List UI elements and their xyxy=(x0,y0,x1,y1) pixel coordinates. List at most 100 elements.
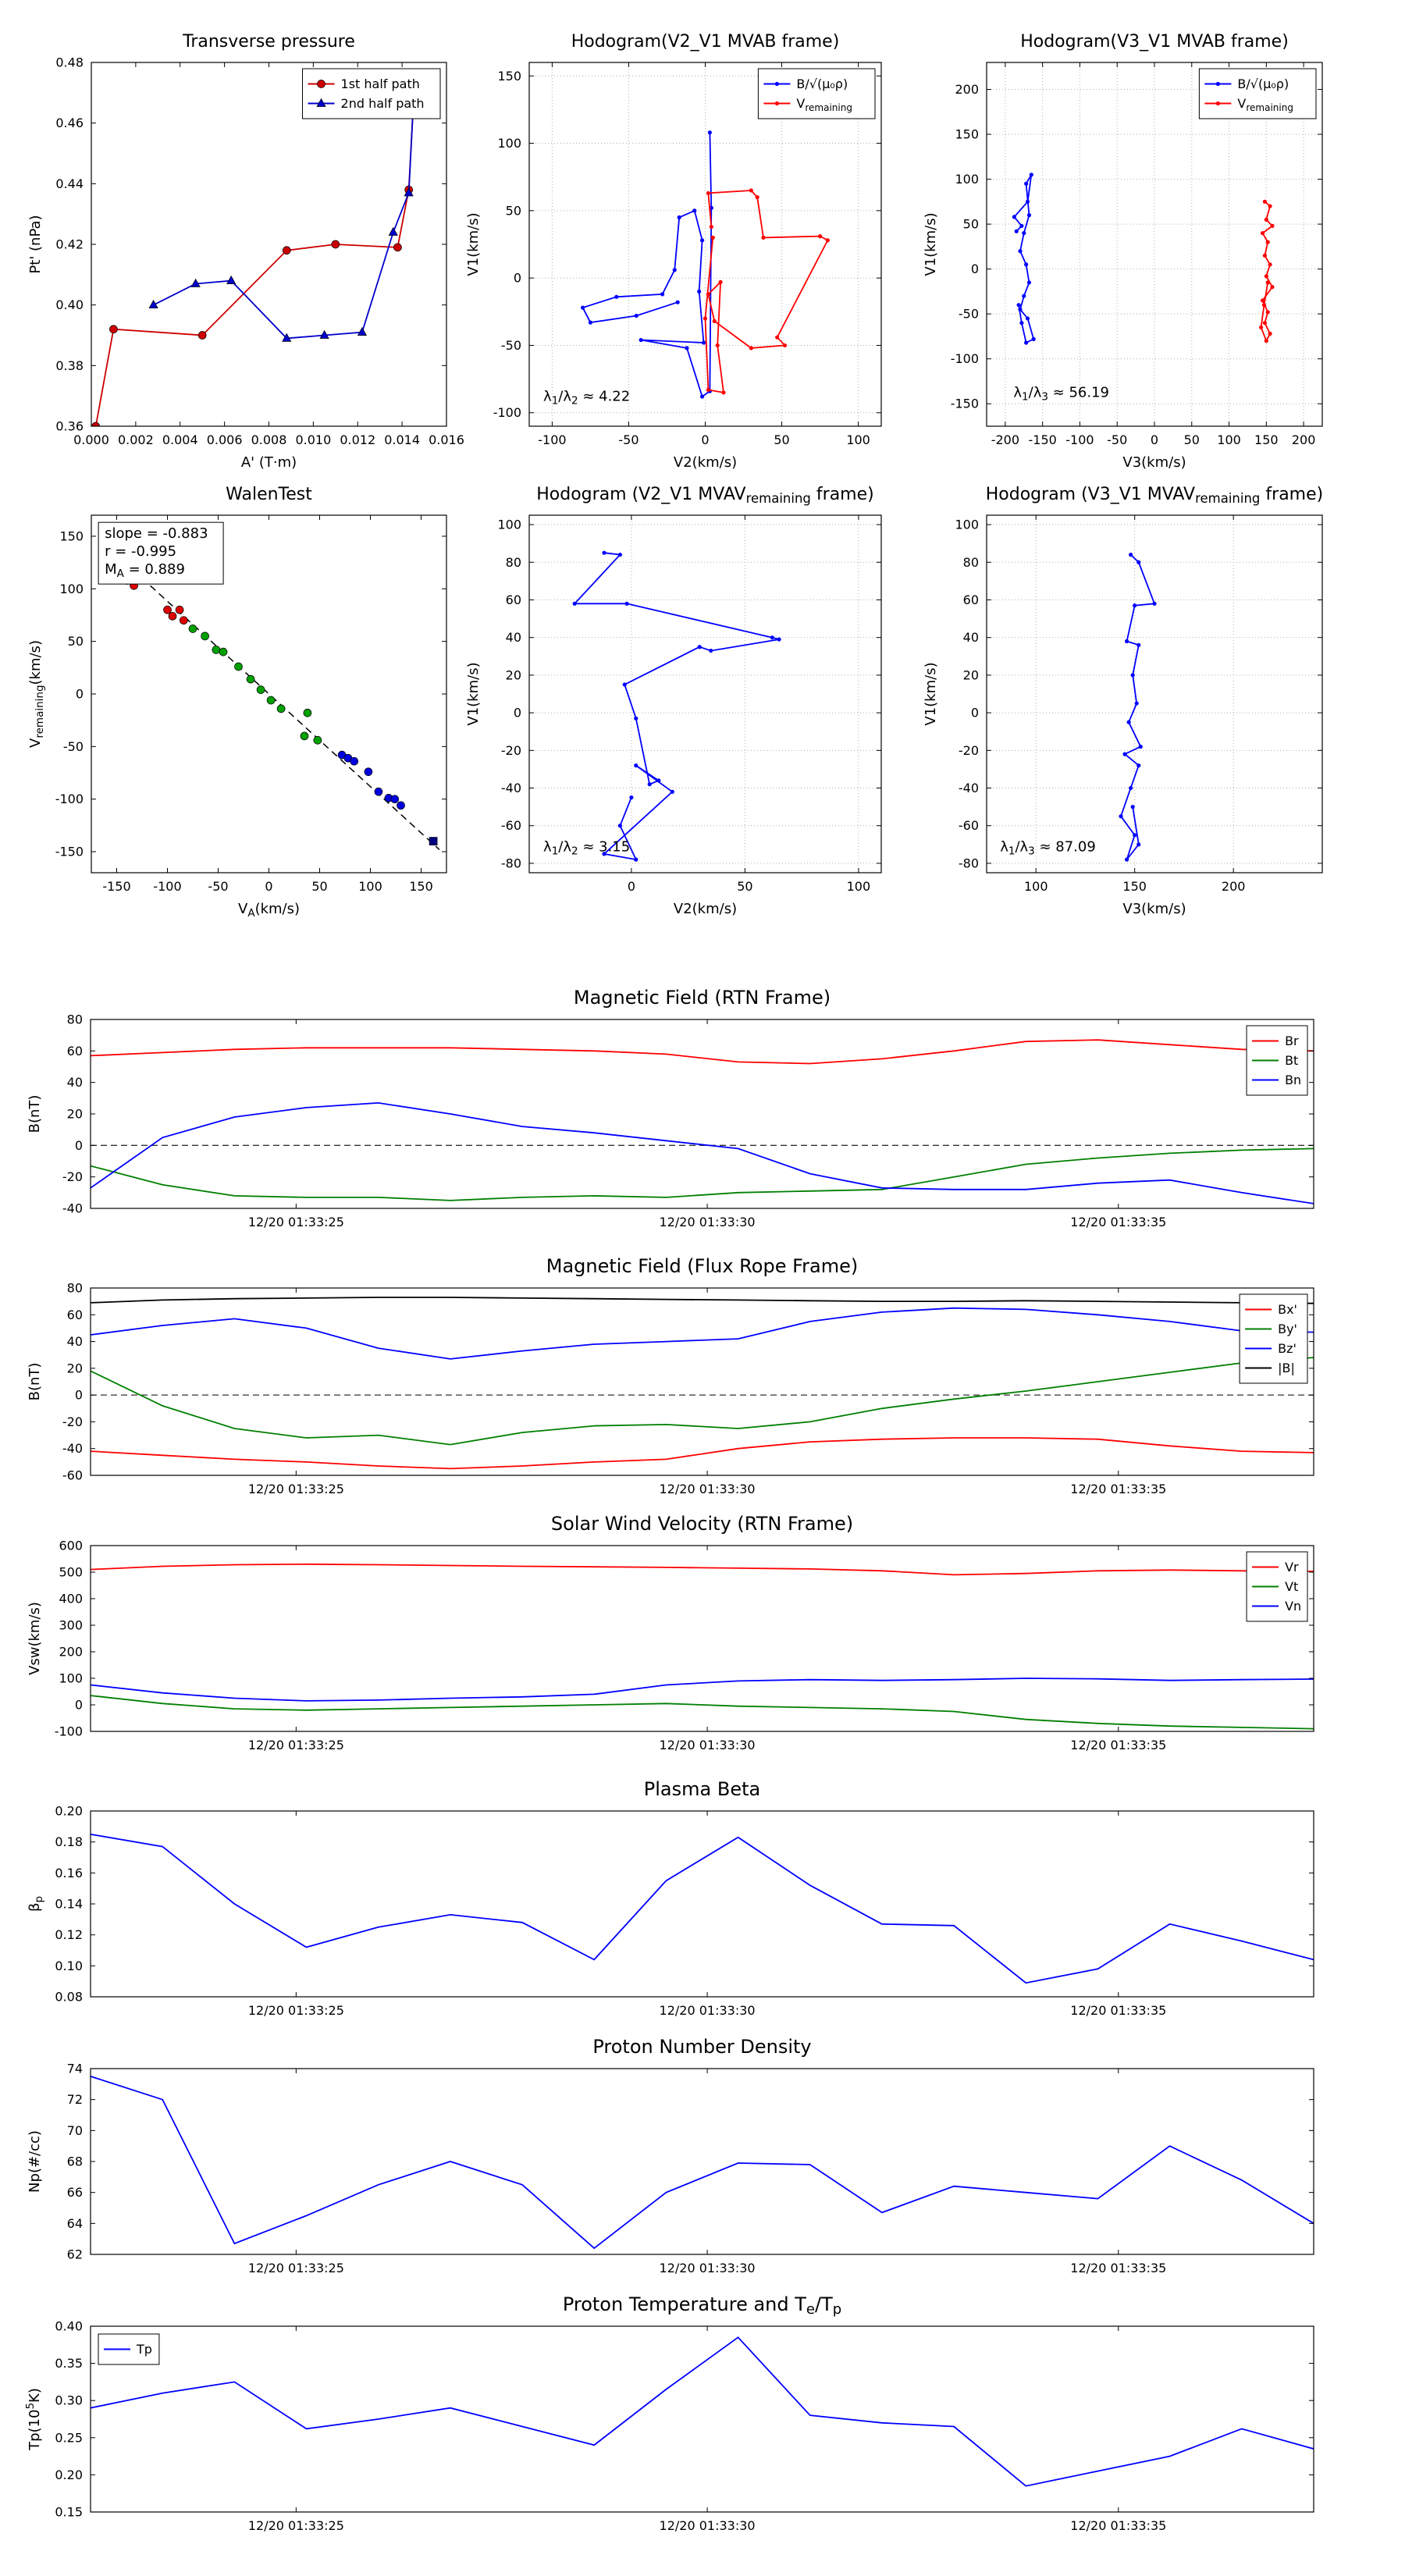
svg-text:0: 0 xyxy=(75,1698,83,1713)
svg-text:60: 60 xyxy=(963,592,979,607)
x-axis-label: V2(km/s) xyxy=(674,454,737,471)
svg-text:150: 150 xyxy=(1254,432,1279,447)
svg-text:12/20 01:33:30: 12/20 01:33:30 xyxy=(660,2003,756,2018)
svg-text:20: 20 xyxy=(67,1107,83,1122)
plot-hodogram-v3v1-mvav: 100 150 200 -80 -60 -40 -20 0 20 40 60 80 100 Hodogra… xyxy=(915,468,1358,923)
annotation: λ1/λ3 ≈ 87.09 xyxy=(1000,839,1096,858)
svg-text:12/20 01:33:35: 12/20 01:33:35 xyxy=(1070,1215,1166,1229)
y-axis-label: B(nT) xyxy=(27,1095,43,1133)
svg-text:12/20 01:33:35: 12/20 01:33:35 xyxy=(1070,1738,1166,1752)
svg-text:12/20 01:33:25: 12/20 01:33:25 xyxy=(248,1482,344,1496)
plot-title: WalenTest xyxy=(226,485,312,504)
svg-text:0.40: 0.40 xyxy=(55,2319,83,2334)
svg-text:12/20 01:33:25: 12/20 01:33:25 xyxy=(248,2261,344,2275)
plot-title: Hodogram (V2_V1 MVAVremaining frame) xyxy=(536,485,874,506)
svg-text:-50: -50 xyxy=(63,739,84,754)
svg-text:-100: -100 xyxy=(1065,432,1094,447)
svg-text:12/20 01:33:30: 12/20 01:33:30 xyxy=(660,1215,756,1229)
walen-test-svg: -150 -100 -50 0 50 100 150 -150 -100 -50 0 50 100 150… xyxy=(27,485,447,920)
svg-text:600: 600 xyxy=(59,1539,83,1553)
svg-text:-100: -100 xyxy=(493,405,521,420)
svg-text:12/20 01:33:35: 12/20 01:33:35 xyxy=(1070,2261,1166,2275)
svg-text:0.44: 0.44 xyxy=(55,176,84,191)
svg-text:12/20 01:33:35: 12/20 01:33:35 xyxy=(1070,1482,1166,1496)
svg-text:50: 50 xyxy=(737,879,752,894)
svg-text:0.35: 0.35 xyxy=(55,2356,83,2371)
svg-text:100: 100 xyxy=(847,879,871,894)
svg-text:-200: -200 xyxy=(991,432,1019,447)
legend-label: Tp xyxy=(136,2342,152,2357)
plot-title: Hodogram(V2_V1 MVAB frame) xyxy=(571,32,840,52)
plot-title: Solar Wind Velocity (RTN Frame) xyxy=(551,1513,853,1535)
svg-text:0.002: 0.002 xyxy=(118,432,154,447)
legend-label: Vn xyxy=(1285,1599,1301,1614)
svg-text:100: 100 xyxy=(59,582,84,596)
plot-title: Hodogram(V3_V1 MVAB frame) xyxy=(1020,32,1289,52)
svg-text:80: 80 xyxy=(963,555,979,570)
proton-number-density-svg: 12/20 01:33:25 12/20 01:33:30 12/20 01:33:… xyxy=(27,2036,1314,2275)
y-axis-label: Vremaining(km/s) xyxy=(27,640,46,748)
svg-text:20: 20 xyxy=(67,1361,83,1375)
y-axis-label: Tp(105K) xyxy=(24,2388,43,2451)
svg-text:0.25: 0.25 xyxy=(55,2430,83,2445)
svg-text:-150: -150 xyxy=(102,879,130,894)
plot-title: Hodogram (V3_V1 MVAVremaining frame) xyxy=(986,485,1324,506)
svg-text:40: 40 xyxy=(67,1334,83,1349)
plot-title: Proton Temperature and Te/Tp xyxy=(563,2293,841,2318)
svg-text:0: 0 xyxy=(628,879,635,894)
svg-text:-40: -40 xyxy=(501,781,521,795)
svg-text:40: 40 xyxy=(67,1075,83,1090)
plasma-beta-svg: 12/20 01:33:25 12/20 01:33:30 12/20 01:33:… xyxy=(27,1778,1314,2018)
svg-text:100: 100 xyxy=(955,518,979,532)
x-axis-label: A' (T·m) xyxy=(241,454,297,471)
svg-text:0.010: 0.010 xyxy=(295,432,331,447)
svg-text:0: 0 xyxy=(265,879,272,894)
svg-text:0.14: 0.14 xyxy=(55,1897,83,1912)
svg-text:0: 0 xyxy=(1151,432,1158,447)
y-axis-label: B(nT) xyxy=(27,1363,43,1401)
transverse-pressure-svg: 0.000 0.002 0.004 0.006 0.008 0.010 0.012 0.014… xyxy=(27,32,464,471)
legend-label: |B| xyxy=(1278,1361,1295,1375)
svg-text:-80: -80 xyxy=(501,856,521,870)
hodogram-v2v1-mvab-svg: -100 -50 0 50 100 -100 -50 0 50 100 150 Hodogram(V2… xyxy=(465,32,882,471)
plot-title: Plasma Beta xyxy=(644,1778,760,1800)
y-axis-label: Pt' (nPa) xyxy=(27,215,44,273)
legend: Bx' By' Bz' |B| xyxy=(1239,1293,1308,1384)
svg-text:100: 100 xyxy=(955,172,979,187)
svg-text:0: 0 xyxy=(971,706,979,720)
svg-text:62: 62 xyxy=(67,2247,83,2262)
svg-text:12/20 01:33:30: 12/20 01:33:30 xyxy=(660,2261,756,2275)
proton-temperature-svg: 12/20 01:33:25 12/20 01:33:30 12/20 01:33:… xyxy=(24,2293,1314,2533)
annotation: λ1/λ3 ≈ 56.19 xyxy=(1013,385,1109,404)
svg-text:0.46: 0.46 xyxy=(55,116,84,130)
plot-magnetic-field-rtn: 12/20 01:33:25 12/20 01:33:30 12/20 01:33:… xyxy=(19,973,1350,1258)
svg-text:0.012: 0.012 xyxy=(340,432,375,447)
legend-label: Bx' xyxy=(1278,1302,1297,1317)
svg-text:0.15: 0.15 xyxy=(55,2505,83,2520)
svg-text:-50: -50 xyxy=(501,338,521,353)
svg-text:0.000: 0.000 xyxy=(73,432,109,447)
svg-text:100: 100 xyxy=(1024,879,1048,894)
svg-text:0: 0 xyxy=(971,262,979,276)
svg-text:68: 68 xyxy=(67,2154,83,2169)
y-axis-label: βp xyxy=(27,1896,45,1912)
plot-title: Proton Number Density xyxy=(592,2036,811,2058)
svg-text:50: 50 xyxy=(68,634,84,649)
svg-text:0.18: 0.18 xyxy=(55,1834,83,1849)
svg-text:-100: -100 xyxy=(538,432,566,447)
svg-text:50: 50 xyxy=(1184,432,1200,447)
svg-text:100: 100 xyxy=(846,432,870,447)
svg-text:0: 0 xyxy=(701,432,709,447)
svg-text:100: 100 xyxy=(497,518,521,532)
svg-text:-40: -40 xyxy=(959,781,979,795)
legend-label: Bt xyxy=(1285,1053,1298,1068)
svg-text:200: 200 xyxy=(59,1645,83,1660)
svg-text:12/20 01:33:25: 12/20 01:33:25 xyxy=(248,1215,344,1229)
svg-text:0.20: 0.20 xyxy=(55,1804,83,1819)
x-axis-label: V3(km/s) xyxy=(1122,901,1186,917)
svg-text:0.38: 0.38 xyxy=(55,358,84,373)
legend: Br Bt Bn xyxy=(1246,1025,1308,1096)
plot-plasma-beta: 12/20 01:33:25 12/20 01:33:30 12/20 01:33:… xyxy=(19,1764,1350,2047)
svg-text:-50: -50 xyxy=(618,432,638,447)
